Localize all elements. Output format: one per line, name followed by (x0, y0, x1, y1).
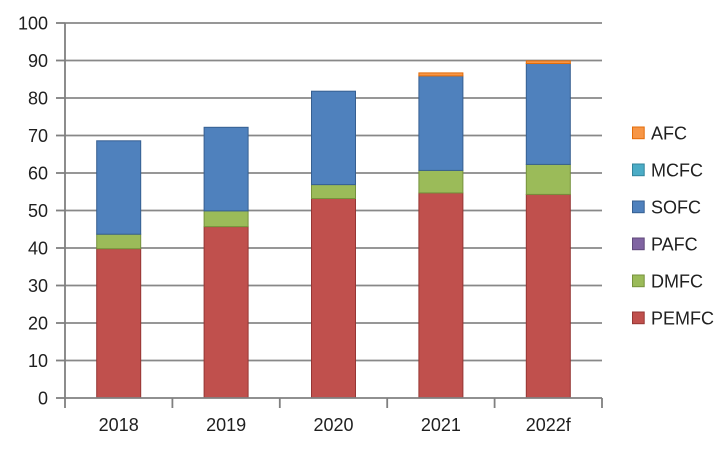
svg-text:70: 70 (28, 126, 48, 146)
svg-text:90: 90 (28, 51, 48, 71)
svg-text:80: 80 (28, 89, 48, 109)
svg-text:50: 50 (28, 201, 48, 221)
svg-text:MCFC: MCFC (651, 160, 703, 180)
svg-text:SOFC: SOFC (651, 197, 701, 217)
svg-text:60: 60 (28, 164, 48, 184)
svg-text:DMFC: DMFC (651, 271, 703, 291)
svg-text:10: 10 (28, 351, 48, 371)
svg-text:40: 40 (28, 239, 48, 259)
svg-text:2022f: 2022f (526, 415, 572, 435)
svg-text:2021: 2021 (421, 415, 461, 435)
svg-text:30: 30 (28, 276, 48, 296)
svg-text:0: 0 (38, 389, 48, 409)
svg-text:AFC: AFC (651, 123, 687, 143)
svg-text:2019: 2019 (206, 415, 246, 435)
svg-text:2018: 2018 (99, 415, 139, 435)
svg-text:PEMFC: PEMFC (651, 308, 714, 328)
svg-text:100: 100 (18, 14, 48, 34)
svg-text:PAFC: PAFC (651, 234, 698, 254)
svg-text:2020: 2020 (313, 415, 353, 435)
svg-text:20: 20 (28, 314, 48, 334)
